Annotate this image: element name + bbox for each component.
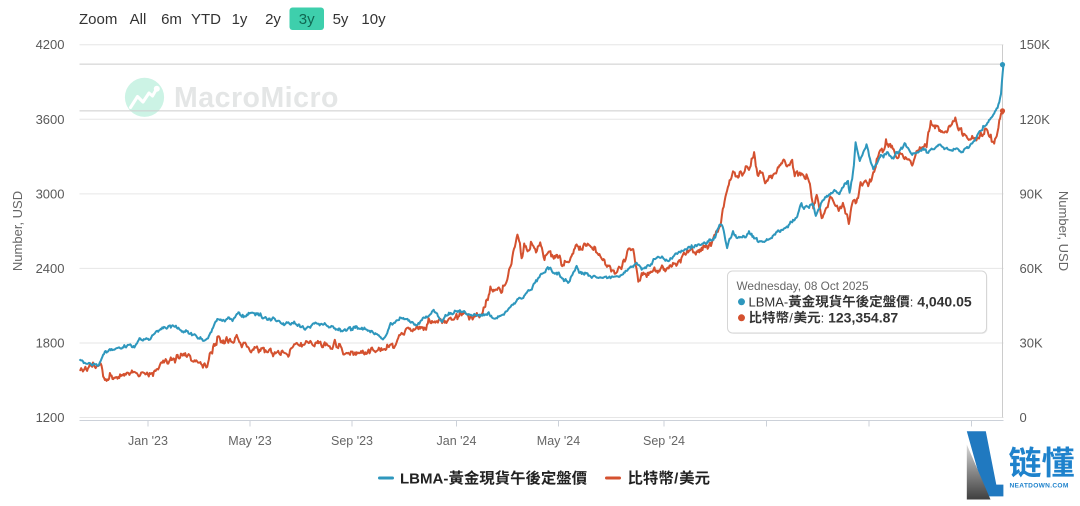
svg-text::: :: [821, 310, 825, 325]
svg-text:30K: 30K: [1020, 335, 1043, 350]
svg-text:1y: 1y: [232, 11, 248, 28]
svg-text:3000: 3000: [36, 186, 65, 201]
svg-text:Number, USD: Number, USD: [10, 191, 25, 271]
svg-text:2y: 2y: [265, 11, 281, 28]
svg-text:/: /: [789, 310, 793, 325]
svg-text:May '24: May '24: [537, 434, 580, 448]
svg-text:120K: 120K: [1020, 112, 1051, 127]
svg-text:60K: 60K: [1020, 261, 1043, 276]
svg-text:YTD: YTD: [191, 11, 221, 28]
svg-text:90K: 90K: [1020, 186, 1043, 201]
svg-text:6m: 6m: [161, 11, 182, 28]
svg-text:Zoom: Zoom: [79, 11, 117, 28]
svg-text:2400: 2400: [36, 261, 65, 276]
svg-text:All: All: [130, 11, 147, 28]
svg-text:4200: 4200: [36, 37, 65, 52]
svg-text:May '23: May '23: [228, 434, 271, 448]
svg-text:150K: 150K: [1020, 37, 1051, 52]
svg-text:3600: 3600: [36, 112, 65, 127]
svg-text:Jan '23: Jan '23: [128, 434, 168, 448]
svg-text:1200: 1200: [36, 410, 65, 425]
svg-text:Wednesday, 08 Oct 2025: Wednesday, 08 Oct 2025: [737, 279, 869, 293]
svg-text:/: /: [674, 471, 679, 488]
svg-text:10y: 10y: [361, 11, 386, 28]
svg-text:0: 0: [1020, 410, 1027, 425]
svg-text:123,354.87: 123,354.87: [828, 309, 898, 325]
svg-text:LBMA-: LBMA-: [749, 294, 789, 309]
svg-text:Sep '24: Sep '24: [643, 434, 685, 448]
svg-text:Number, USD: Number, USD: [1056, 191, 1071, 271]
svg-text:4,040.05: 4,040.05: [917, 293, 972, 309]
svg-text:LBMA-: LBMA-: [400, 471, 448, 488]
svg-text:NEATDOWN.COM: NEATDOWN.COM: [1010, 482, 1069, 489]
svg-text:Sep '23: Sep '23: [331, 434, 373, 448]
svg-text::: :: [910, 294, 914, 309]
svg-text:3y: 3y: [299, 11, 315, 28]
svg-text:1800: 1800: [36, 335, 65, 350]
svg-text:MacroMicro: MacroMicro: [174, 82, 339, 114]
svg-text:Jan '24: Jan '24: [437, 434, 477, 448]
svg-text:5y: 5y: [333, 11, 349, 28]
